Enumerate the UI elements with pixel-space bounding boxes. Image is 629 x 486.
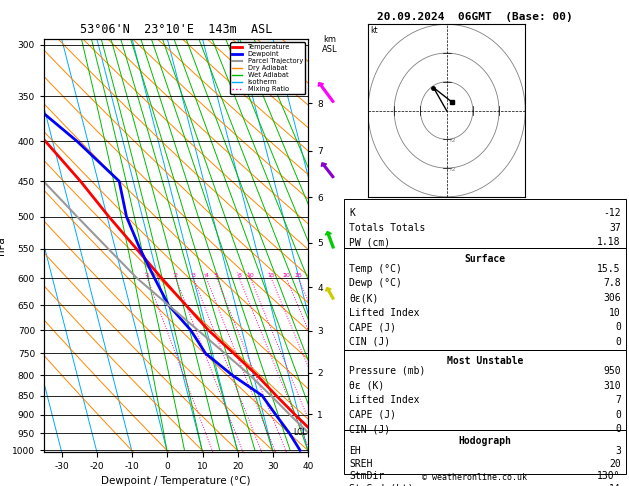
Text: 25: 25: [294, 273, 303, 278]
Text: Totals Totals: Totals Totals: [349, 223, 425, 233]
Text: 2: 2: [174, 273, 178, 278]
Text: CIN (J): CIN (J): [349, 337, 390, 347]
X-axis label: Dewpoint / Temperature (°C): Dewpoint / Temperature (°C): [101, 476, 251, 486]
Text: StmSpd (kt): StmSpd (kt): [349, 484, 414, 486]
Text: PW (cm): PW (cm): [349, 237, 390, 247]
Text: © weatheronline.co.uk: © weatheronline.co.uk: [423, 473, 527, 482]
Text: 37: 37: [609, 223, 621, 233]
Text: 7: 7: [615, 395, 621, 405]
Y-axis label: km
ASL: km ASL: [321, 35, 337, 54]
Text: EH: EH: [349, 446, 361, 456]
Text: 15.5: 15.5: [598, 264, 621, 274]
Text: K: K: [349, 208, 355, 218]
Text: -12: -12: [603, 208, 621, 218]
Text: 20: 20: [609, 459, 621, 469]
Text: 1: 1: [145, 273, 149, 278]
Text: θε (K): θε (K): [349, 381, 384, 391]
Text: θε(K): θε(K): [349, 293, 379, 303]
Text: 3: 3: [615, 446, 621, 456]
Text: Surface: Surface: [464, 254, 506, 264]
Text: 0: 0: [615, 337, 621, 347]
Text: 310: 310: [603, 381, 621, 391]
Text: 0: 0: [615, 424, 621, 434]
Text: Dewp (°C): Dewp (°C): [349, 278, 402, 289]
Text: Hodograph: Hodograph: [459, 436, 511, 446]
Text: Lifted Index: Lifted Index: [349, 308, 420, 318]
Text: 306: 306: [603, 293, 621, 303]
Text: r2: r2: [449, 138, 456, 143]
Text: r2: r2: [449, 167, 456, 172]
Text: 20.09.2024  06GMT  (Base: 00): 20.09.2024 06GMT (Base: 00): [377, 12, 573, 22]
Text: 8: 8: [237, 273, 242, 278]
Text: 5: 5: [215, 273, 219, 278]
Text: 10: 10: [609, 308, 621, 318]
Text: 7.8: 7.8: [603, 278, 621, 289]
Text: Most Unstable: Most Unstable: [447, 356, 523, 366]
Text: StmDir: StmDir: [349, 471, 384, 482]
Text: SREH: SREH: [349, 459, 372, 469]
Text: Temp (°C): Temp (°C): [349, 264, 402, 274]
Text: CAPE (J): CAPE (J): [349, 410, 396, 420]
Text: 3: 3: [191, 273, 196, 278]
Text: CIN (J): CIN (J): [349, 424, 390, 434]
Text: 0: 0: [615, 322, 621, 332]
Title: 53°06'N  23°10'E  143m  ASL: 53°06'N 23°10'E 143m ASL: [80, 23, 272, 36]
Legend: Temperature, Dewpoint, Parcel Trajectory, Dry Adiabat, Wet Adiabat, Isotherm, Mi: Temperature, Dewpoint, Parcel Trajectory…: [230, 42, 305, 94]
Text: Lifted Index: Lifted Index: [349, 395, 420, 405]
Text: 1.18: 1.18: [598, 237, 621, 247]
Text: 130°: 130°: [598, 471, 621, 482]
Text: 4: 4: [204, 273, 208, 278]
Text: 10: 10: [247, 273, 254, 278]
Text: kt: kt: [370, 26, 378, 35]
Text: 0: 0: [615, 410, 621, 420]
Text: 15: 15: [267, 273, 275, 278]
Text: CAPE (J): CAPE (J): [349, 322, 396, 332]
Text: 14: 14: [609, 484, 621, 486]
Text: LCL: LCL: [293, 428, 307, 436]
Y-axis label: hPa: hPa: [0, 236, 6, 255]
Text: 20: 20: [282, 273, 291, 278]
Text: Pressure (mb): Pressure (mb): [349, 366, 425, 376]
Text: 950: 950: [603, 366, 621, 376]
